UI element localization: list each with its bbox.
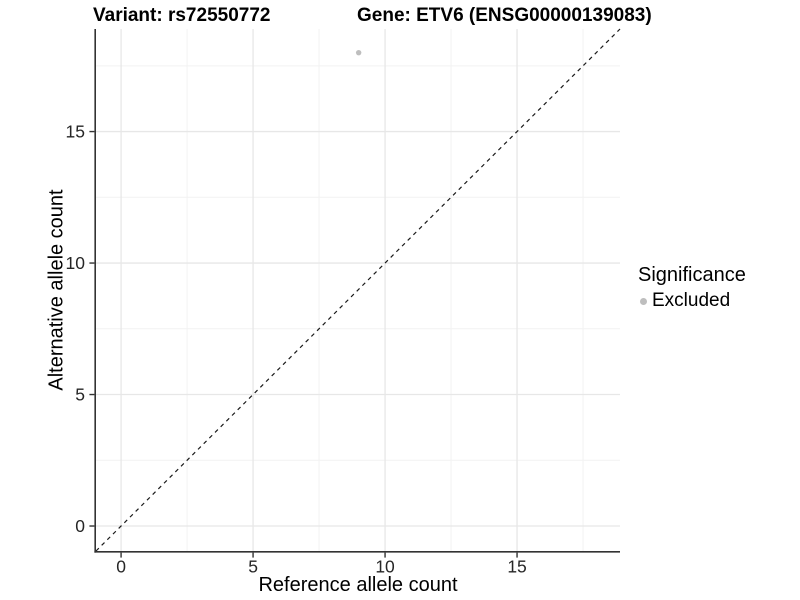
y-tick-label: 5 [75, 385, 85, 405]
plot-title-variant: Variant: rs72550772 [93, 5, 271, 26]
x-tick-label: 5 [248, 557, 258, 577]
y-tick-label: 15 [66, 122, 85, 142]
plot-title-gene: Gene: ETV6 (ENSG00000139083) [357, 5, 652, 26]
x-axis-title: Reference allele count [258, 574, 458, 596]
y-tick-label: 10 [66, 253, 86, 273]
legend-entry-label: Excluded [652, 290, 731, 311]
x-tick-label: 10 [375, 557, 395, 577]
legend-entry-excluded: Excluded [638, 290, 746, 312]
legend: Significance Excluded [638, 264, 746, 312]
x-tick-label: 0 [116, 557, 126, 577]
data-point [355, 49, 362, 56]
y-tick-label: 0 [75, 516, 85, 536]
identity-line [95, 28, 621, 552]
legend-point-marker-icon [640, 297, 647, 305]
legend-title: Significance [638, 264, 746, 286]
x-tick-label: 15 [507, 557, 526, 577]
y-axis-title: Alternative allele count [45, 189, 68, 391]
